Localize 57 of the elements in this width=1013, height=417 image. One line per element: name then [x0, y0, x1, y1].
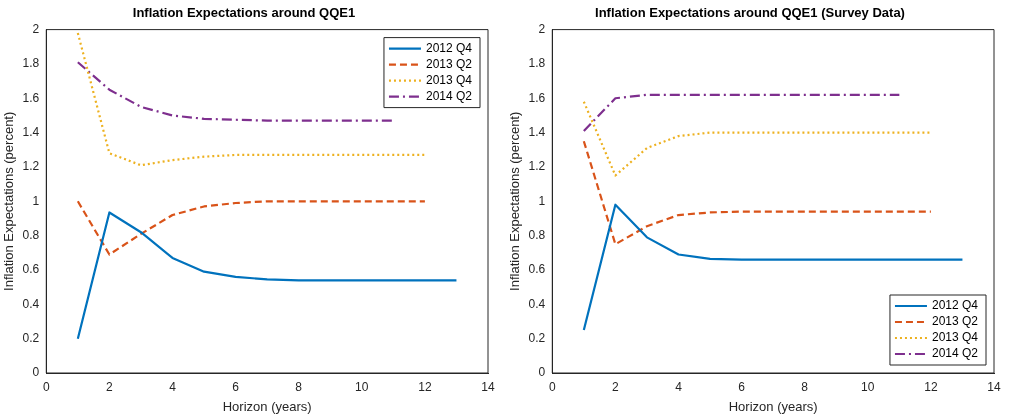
x-tick-label: 12 [924, 379, 938, 394]
legend-label: 2014 Q2 [425, 88, 473, 103]
y-tick-label: 0.4 [22, 296, 40, 311]
y-tick-label: 1 [32, 193, 40, 208]
y-tick-label: 0 [538, 365, 546, 380]
x-tick-label: 14 [481, 379, 495, 394]
line-series [582, 140, 932, 246]
y-tick-label: 1.8 [22, 56, 40, 71]
chart-title: Inflation Expectations around QQE1 (Survey Data) [595, 5, 905, 21]
legend-label: 2012 Q4 [931, 298, 979, 313]
y-tick-label: 1.2 [22, 159, 40, 174]
y-tick-label: 1.6 [528, 90, 546, 105]
y-axis-title: Inflation Expectations (percent) [1, 111, 17, 291]
line-series [582, 100, 932, 177]
y-tick-label: 1.6 [22, 90, 40, 105]
legend-label: 2012 Q4 [425, 40, 473, 55]
x-tick-label: 2 [612, 379, 620, 394]
x-tick-label: 6 [232, 379, 240, 394]
y-axis-title: Inflation Expectations (percent) [507, 111, 523, 291]
y-tick-label: 0 [32, 365, 40, 380]
y-tick-label: 2 [32, 21, 40, 36]
y-tick-label: 0.2 [22, 330, 40, 345]
chart-title: Inflation Expectations around QQE1 [132, 5, 356, 21]
x-tick-label: 10 [861, 379, 875, 394]
x-tick-label: 14 [987, 379, 1001, 394]
y-tick-label: 0.4 [528, 296, 546, 311]
y-tick-label: 2 [538, 21, 546, 36]
legend-label: 2014 Q2 [931, 346, 979, 361]
x-tick-label: 0 [548, 379, 556, 394]
x-axis-title: Horizon (years) [222, 398, 312, 414]
y-tick-label: 1 [538, 193, 546, 208]
y-tick-label: 1.2 [528, 159, 546, 174]
y-tick-label: 0.6 [22, 262, 40, 277]
line-series [76, 61, 395, 122]
x-tick-label: 2 [106, 379, 114, 394]
legend-label: 2013 Q4 [931, 330, 979, 345]
legend-label: 2013 Q2 [931, 314, 979, 329]
y-tick-label: 1.4 [22, 124, 40, 139]
x-tick-label: 4 [169, 379, 177, 394]
x-tick-label: 8 [295, 379, 303, 394]
y-tick-label: 1.4 [528, 124, 546, 139]
x-tick-label: 10 [355, 379, 369, 394]
x-tick-label: 12 [418, 379, 432, 394]
x-tick-label: 4 [675, 379, 683, 394]
x-tick-label: 6 [738, 379, 746, 394]
y-tick-label: 0.8 [22, 227, 40, 242]
y-tick-label: 0.2 [528, 330, 546, 345]
x-tick-label: 8 [801, 379, 809, 394]
line-series [76, 31, 426, 167]
x-axis-title: Horizon (years) [728, 398, 818, 414]
y-tick-label: 1.8 [528, 56, 546, 71]
y-tick-label: 0.6 [528, 262, 546, 277]
x-tick-label: 0 [42, 379, 50, 394]
legend-label: 2013 Q4 [425, 72, 473, 87]
y-tick-label: 0.8 [528, 227, 546, 242]
line-series [76, 200, 426, 256]
legend-label: 2013 Q2 [425, 56, 473, 71]
